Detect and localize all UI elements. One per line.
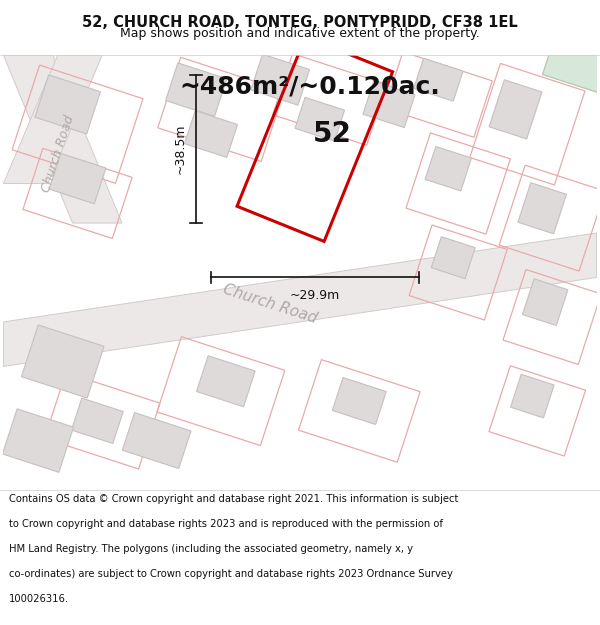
Polygon shape [4,233,596,366]
Text: 52: 52 [313,120,352,148]
Text: Map shows position and indicative extent of the property.: Map shows position and indicative extent… [120,27,480,39]
Text: HM Land Registry. The polygons (including the associated geometry, namely x, y: HM Land Registry. The polygons (includin… [9,544,413,554]
Polygon shape [332,378,386,424]
Text: ~38.5m: ~38.5m [173,124,187,174]
Polygon shape [35,75,100,134]
Polygon shape [414,58,463,101]
Text: co-ordinates) are subject to Crown copyright and database rights 2023 Ordnance S: co-ordinates) are subject to Crown copyr… [9,569,453,579]
Polygon shape [251,54,310,105]
Text: to Crown copyright and database rights 2023 and is reproduced with the permissio: to Crown copyright and database rights 2… [9,519,443,529]
Polygon shape [542,37,600,93]
Polygon shape [431,237,475,279]
Text: Contains OS data © Crown copyright and database right 2021. This information is : Contains OS data © Crown copyright and d… [9,494,458,504]
Polygon shape [523,279,568,326]
Polygon shape [197,356,255,407]
Text: ~29.9m: ~29.9m [290,289,340,302]
Polygon shape [122,412,191,469]
Text: ~486m²/~0.120ac.: ~486m²/~0.120ac. [179,75,440,99]
Text: 100026316.: 100026316. [9,594,69,604]
Polygon shape [71,398,123,444]
Polygon shape [295,98,344,141]
Polygon shape [185,111,238,158]
Polygon shape [2,409,74,472]
Polygon shape [166,63,227,116]
Polygon shape [489,80,542,139]
Polygon shape [4,55,102,184]
Polygon shape [4,55,122,223]
Polygon shape [425,146,472,191]
Polygon shape [511,374,554,418]
Text: 52, CHURCH ROAD, TONTEG, PONTYPRIDD, CF38 1EL: 52, CHURCH ROAD, TONTEG, PONTYPRIDD, CF3… [82,16,518,31]
Text: Church Road: Church Road [221,282,319,326]
Text: Church Road: Church Road [39,114,76,194]
Polygon shape [363,81,415,127]
Polygon shape [518,182,566,234]
Polygon shape [22,325,104,398]
Polygon shape [49,153,106,204]
